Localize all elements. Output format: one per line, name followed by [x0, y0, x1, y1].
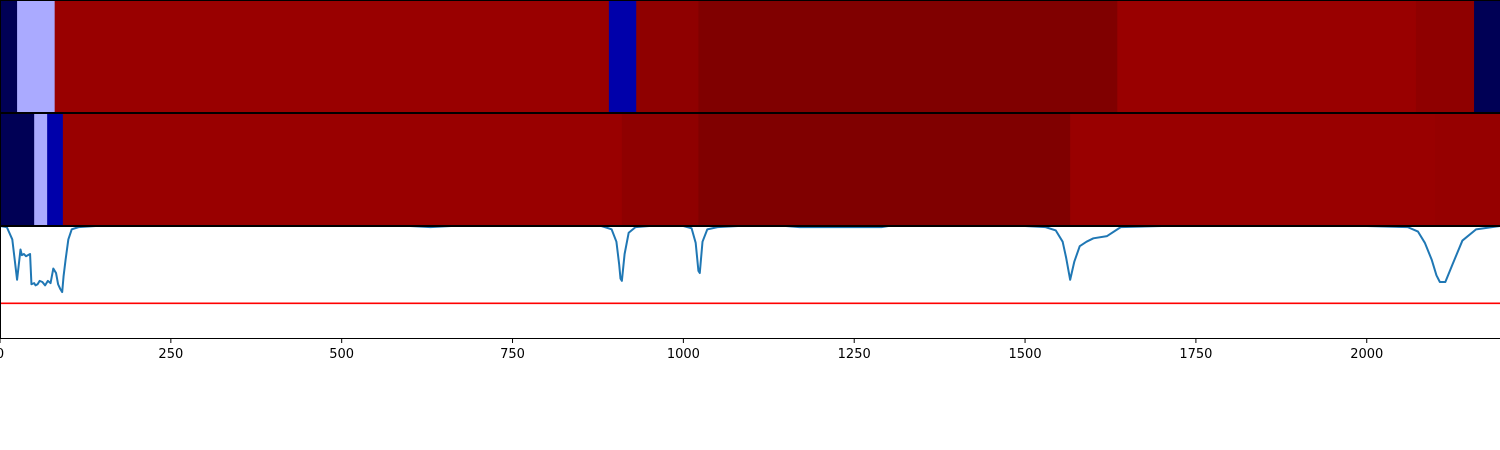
x-tick-label: 250 — [158, 347, 183, 362]
x-tick-label: 1750 — [1179, 347, 1212, 362]
heatmap-top-cell-1 — [17, 0, 56, 112]
x-tick-label: 1000 — [667, 347, 700, 362]
line-panel-background — [0, 226, 1500, 338]
heatmap-top — [0, 0, 1500, 112]
heatmap-top-cell-7 — [1415, 0, 1475, 112]
heatmap-top-cell-6 — [1117, 0, 1417, 112]
heatmap-middle-cell-2 — [47, 113, 64, 225]
x-axis: 0 250 500 750 1000 1250 1500 1750 2000 — [0, 338, 1383, 362]
heatmap-top-cell-2 — [54, 0, 610, 112]
heatmap-middle-cell-5 — [698, 113, 1071, 225]
heatmap-top-frame — [0, 0, 1500, 113]
heatmap-top-cell-8 — [1474, 0, 1500, 112]
x-tick-label: 500 — [329, 347, 354, 362]
heatmap-middle-cell-7 — [1435, 113, 1500, 225]
line-series — [0, 225, 1500, 294]
x-tick-label: 0 — [0, 347, 4, 362]
heatmap-top-cell-0 — [0, 0, 18, 112]
line-panel — [0, 225, 1500, 338]
heatmap-middle — [0, 113, 1500, 225]
heatmap-top-cell-3 — [608, 0, 637, 112]
x-tick-label: 2000 — [1350, 347, 1383, 362]
heatmap-middle-cell-6 — [1070, 113, 1436, 225]
heatmap-middle-cell-4 — [621, 113, 700, 225]
heatmap-top-cell-5 — [698, 0, 1118, 112]
heatmap-top-cell-4 — [636, 0, 700, 112]
x-tick-label: 1250 — [838, 347, 871, 362]
heatmap-middle-cell-0 — [0, 113, 35, 225]
heatmap-middle-cell-1 — [34, 113, 48, 225]
x-tick-label: 750 — [500, 347, 525, 362]
heatmap-middle-frame — [0, 113, 1500, 226]
x-tick-label: 1500 — [1009, 347, 1042, 362]
line-panel-frame — [0, 226, 1500, 339]
panel-frames — [0, 0, 1500, 339]
heatmap-middle-cell-3 — [62, 113, 623, 225]
